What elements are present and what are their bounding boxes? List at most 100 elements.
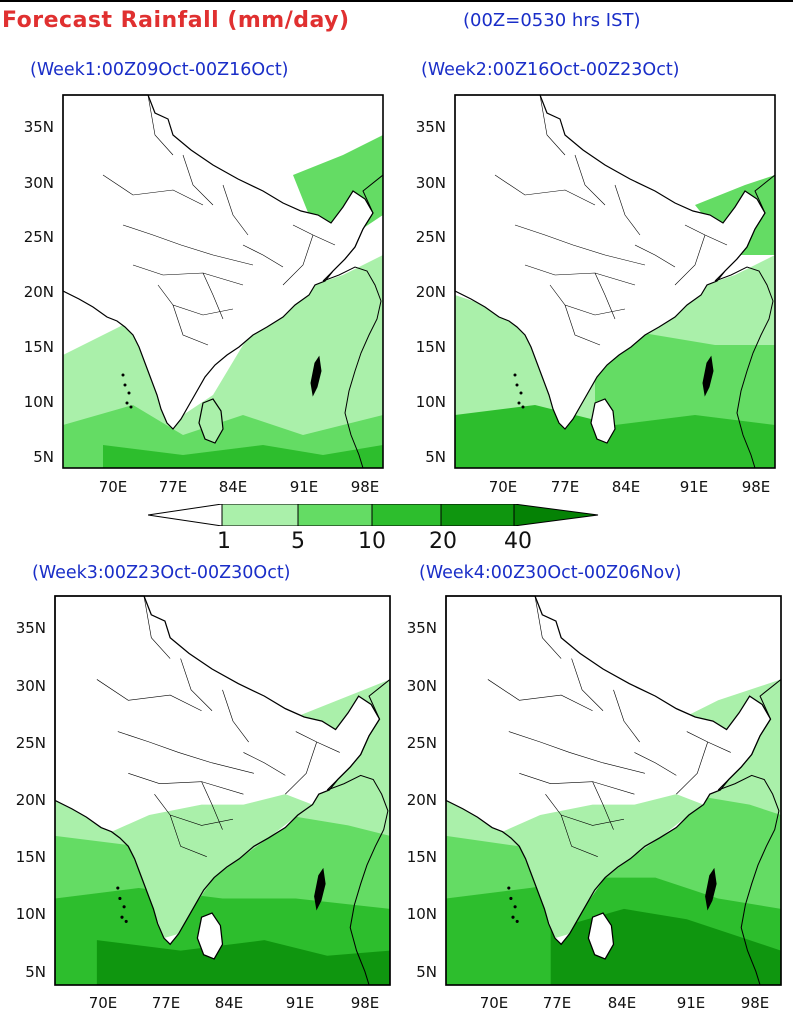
lon-label: 77E <box>158 478 188 496</box>
lon-label: 91E <box>289 478 319 496</box>
andaman-islands <box>310 355 322 397</box>
state-boundary <box>157 284 234 316</box>
lon-label: 84E <box>611 478 641 496</box>
state-boundary <box>169 814 207 858</box>
lat-label: 20N <box>406 791 437 809</box>
lat-label: 30N <box>406 677 437 695</box>
state-boundary <box>172 304 209 346</box>
colorbar-segment-under-1 <box>147 503 223 527</box>
country-border <box>714 173 776 469</box>
lakshadweep-island <box>509 896 513 901</box>
lakshadweep-island <box>513 905 517 909</box>
land-mask <box>63 95 373 429</box>
lon-label: 77E <box>151 994 181 1012</box>
lat-label: 35N <box>406 619 437 637</box>
colorbar-segment-over-40 <box>513 503 599 527</box>
lakshadweep-island <box>118 896 122 901</box>
lon-label: 98E <box>741 478 771 496</box>
lat-label: 15N <box>15 848 46 866</box>
state-boundary <box>487 679 593 711</box>
state-boundary <box>519 772 635 795</box>
andaman-islands <box>705 867 717 911</box>
state-boundary <box>613 689 640 743</box>
andaman-islands <box>702 355 714 397</box>
state-boundary <box>117 731 254 774</box>
lakshadweep-island <box>507 886 511 890</box>
lon-label: 84E <box>218 478 248 496</box>
lat-label: 5N <box>416 963 437 981</box>
colorbar-segment-5-10 <box>297 503 373 527</box>
lakshadweep-island <box>517 401 521 405</box>
country-border <box>445 595 772 946</box>
lon-label: 98E <box>740 994 770 1012</box>
lat-label: 25N <box>406 734 437 752</box>
panel-title-week4: (Week4:00Z30Oct-00Z06Nov) <box>419 563 682 583</box>
state-boundary <box>96 679 202 711</box>
rainfall-map-week1 <box>62 94 384 469</box>
panel-title-week3: (Week3:00Z23Oct-00Z30Oct) <box>32 563 291 583</box>
rainfall-contour <box>111 794 313 939</box>
map-panel-week3 <box>54 595 391 986</box>
lon-label: 70E <box>88 994 118 1012</box>
lakshadweep-island <box>129 405 133 409</box>
lat-label: 10N <box>415 393 446 411</box>
state-boundary <box>524 264 636 286</box>
rainfall-contour <box>103 445 383 468</box>
colorbar-segment-1-5 <box>221 503 299 527</box>
panel-title-week1: (Week1:00Z09Oct-00Z16Oct) <box>30 60 289 80</box>
lat-label: 15N <box>406 848 437 866</box>
sri-lanka-outline <box>590 398 616 444</box>
state-boundary <box>564 304 601 346</box>
lon-label: 70E <box>479 994 509 1012</box>
state-boundary <box>571 658 604 711</box>
state-boundary <box>222 184 249 236</box>
lakshadweep-island <box>125 401 129 405</box>
country-border <box>54 595 381 946</box>
colorbar-label: 10 <box>358 529 386 554</box>
state-boundary <box>242 244 284 268</box>
page-title: Forecast Rainfall (mm/day) <box>2 8 350 33</box>
lakshadweep-island <box>515 383 519 387</box>
lat-label: 20N <box>15 791 46 809</box>
map-panel-week2 <box>454 94 776 469</box>
map-frame <box>62 94 384 469</box>
state-boundary <box>201 781 223 830</box>
lat-label: 35N <box>23 118 54 136</box>
land-mask <box>455 95 765 429</box>
lat-label: 15N <box>415 338 446 356</box>
lat-label: 25N <box>23 228 54 246</box>
state-boundary <box>560 814 598 858</box>
lakshadweep-island <box>120 915 124 919</box>
state-boundary <box>182 154 214 206</box>
lat-label: 25N <box>15 734 46 752</box>
map-frame <box>54 595 391 986</box>
country-border <box>322 173 384 469</box>
state-boundary <box>122 224 254 266</box>
state-boundary <box>128 772 244 795</box>
lat-label: 30N <box>415 174 446 192</box>
state-boundary <box>508 731 645 774</box>
state-boundary <box>147 94 174 156</box>
country-border <box>62 94 374 430</box>
colorbar-segment-10-20 <box>371 503 442 527</box>
lakshadweep-island <box>123 383 127 387</box>
colorbar-label: 40 <box>504 529 532 554</box>
colorbar-label: 20 <box>429 529 457 554</box>
colorbar <box>147 503 600 530</box>
state-boundary <box>674 234 706 286</box>
state-boundary <box>222 689 249 743</box>
lakshadweep-island <box>519 391 523 395</box>
state-boundary <box>549 284 626 316</box>
time-note: (00Z=0530 hrs IST) <box>463 10 641 31</box>
state-boundary <box>180 658 213 711</box>
lon-label: 91E <box>679 478 709 496</box>
top-border <box>0 0 793 2</box>
colorbar-graphic <box>147 503 599 527</box>
country-border <box>454 94 766 430</box>
lakshadweep-island <box>515 919 519 923</box>
rainfall-map-week3 <box>54 595 391 986</box>
lon-label: 77E <box>542 994 572 1012</box>
lat-label: 25N <box>415 228 446 246</box>
lat-label: 35N <box>415 118 446 136</box>
lakshadweep-island <box>116 886 120 890</box>
